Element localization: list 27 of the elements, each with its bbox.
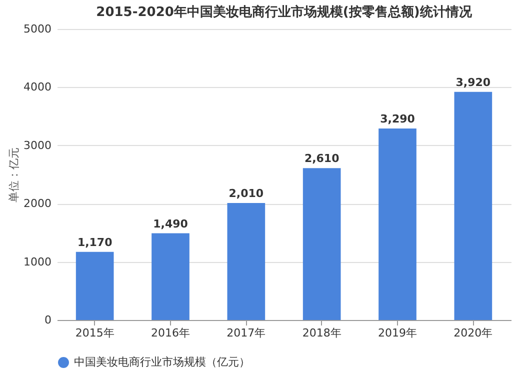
y-tick-label: 2000 xyxy=(24,197,52,210)
data-label: 1,170 xyxy=(77,236,113,249)
data-label: 2,010 xyxy=(228,187,264,200)
x-tick-label: 2016年 xyxy=(151,326,190,340)
y-tick-label: 4000 xyxy=(24,80,52,94)
data-label: 2,610 xyxy=(304,152,340,166)
y-tick-label: 5000 xyxy=(24,22,52,36)
chart-title: 2015-2020年中国美妆电商行业市场规模(按零售总额)统计情况 xyxy=(96,4,473,20)
bar xyxy=(454,92,492,320)
data-label: 3,920 xyxy=(456,76,491,89)
bar xyxy=(302,168,341,320)
bar xyxy=(227,203,266,320)
y-tick-label: 3000 xyxy=(24,138,52,152)
bar xyxy=(76,252,114,320)
x-tick-label: 2020年 xyxy=(454,326,493,340)
x-tick-label: 2019年 xyxy=(378,326,417,340)
bar xyxy=(152,233,190,320)
legend-label: 中国美妆电商行业市场规模（亿元） xyxy=(74,356,250,368)
x-tick-label: 2017年 xyxy=(226,326,266,340)
data-label: 3,290 xyxy=(380,112,416,126)
bar xyxy=(378,128,416,320)
data-label: 1,490 xyxy=(153,217,188,230)
x-tick-label: 2018年 xyxy=(302,326,342,340)
y-axis-title: 单位：亿元 xyxy=(8,148,21,202)
y-tick-label: 0 xyxy=(44,314,52,326)
y-tick-label: 1000 xyxy=(24,255,52,268)
x-tick-label: 2015年 xyxy=(75,326,114,340)
